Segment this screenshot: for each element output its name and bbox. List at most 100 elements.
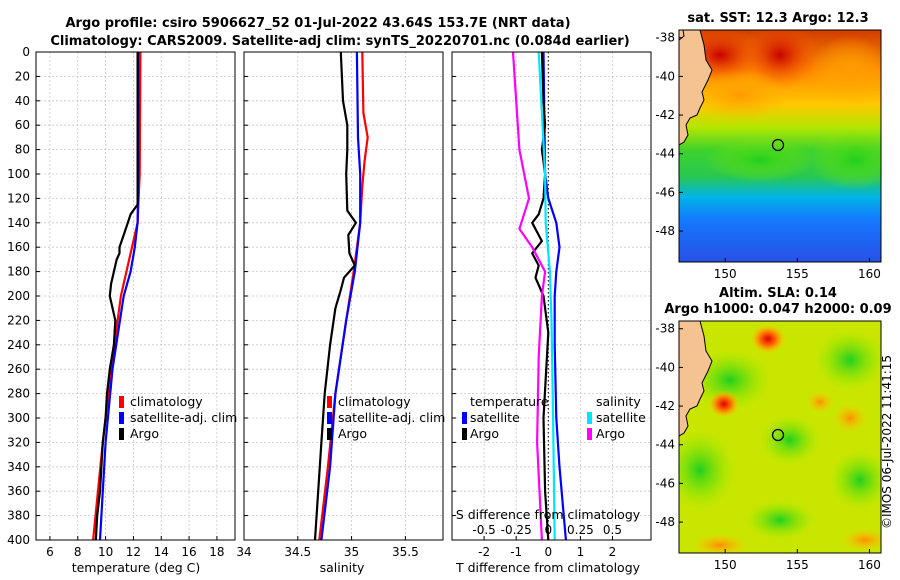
map-y-tick-label: -38: [655, 31, 675, 45]
sla-map: [679, 321, 881, 553]
x-tick-label: 10: [98, 545, 113, 559]
legend-argo: Argo: [130, 426, 159, 441]
y-tick-label: 80: [15, 143, 30, 157]
y-tick-label: 260: [7, 362, 30, 376]
temperature-panel: 0 20 40 60 80 100 120 140 160 180 200 220 240 260 280 3…: [7, 45, 237, 575]
map-x-tick-label: 160: [858, 558, 881, 572]
series-salinity-argo: [511, 52, 547, 540]
sst-map: [679, 30, 881, 262]
map-x-tick-label: 160: [858, 267, 881, 281]
map-y-tick-label: -48: [655, 224, 675, 238]
argo-location-marker: [771, 138, 785, 152]
x-tick-label: 2: [609, 545, 617, 559]
sla-map-title-2: Argo h1000: 0.047 h2000: 0.09: [664, 302, 891, 317]
title-line-1: Argo profile: csiro 5906627_52 01-Jul-20…: [65, 16, 570, 31]
legend-climatology: climatology: [130, 394, 203, 409]
sst-map-title: sat. SST: 12.3 Argo: 12.3: [687, 11, 868, 26]
x-tick-label: 0: [544, 545, 552, 559]
legend-sal-argo: Argo: [596, 426, 625, 441]
map-y-tick-label: -42: [655, 399, 675, 413]
legend-swatch-argo: [119, 428, 124, 440]
legend-swatch-satellite-adj: [119, 412, 124, 424]
legend-swatch-temp-argo: [462, 428, 467, 440]
y-tick-label: 220: [7, 313, 30, 327]
x-tick-label: 35: [344, 545, 359, 559]
legend-sal-satellite: satellite: [596, 410, 646, 425]
map-y-tick-label: -48: [655, 515, 675, 529]
legend-swatch-sal-argo: [587, 428, 592, 440]
x-tick-label: 34: [236, 545, 251, 559]
series-argo: [94, 52, 139, 540]
y-tick-label: 360: [7, 484, 30, 498]
legend-swatch-climatology: [119, 396, 124, 408]
x-tick-label: 18: [209, 545, 224, 559]
salinity-diff-ticklabels: -0.5 -0.25 0 0.25 0.5: [472, 523, 622, 537]
legend-argo: Argo: [338, 426, 367, 441]
temperature-legend: climatology satellite-adj. clim Argo: [119, 394, 237, 441]
salinity-legend: climatology satellite-adj. clim Argo: [327, 394, 445, 441]
sla-map-title-1: Altim. SLA: 0.14: [719, 286, 837, 301]
salinity-diff-tick-label: 0.5: [603, 523, 622, 537]
series-argo: [313, 52, 357, 540]
x-tick-label: 34.5: [284, 545, 311, 559]
y-tick-label: 180: [7, 265, 30, 279]
title-line-2: Climatology: CARS2009. Satellite-adj cli…: [50, 34, 629, 49]
y-tick-label: 40: [15, 94, 30, 108]
map-x-tick-label: 150: [714, 267, 737, 281]
y-tick-label: 0: [22, 45, 30, 59]
y-tick-label: 340: [7, 460, 30, 474]
x-tick-label: -1: [510, 545, 522, 559]
legend-swatch-satellite-adj: [327, 412, 332, 424]
x-tick-label: 35.5: [392, 545, 419, 559]
map-y-tick-label: -40: [655, 69, 675, 83]
difference-legend: temperature satellite Argo salinity sate…: [462, 394, 646, 441]
legend-swatch-temp-satellite: [462, 412, 467, 424]
y-tick-label: 300: [7, 411, 30, 425]
map-x-tick-label: 155: [786, 558, 809, 572]
legend-swatch-climatology: [327, 396, 332, 408]
map-y-tick-label: -42: [655, 108, 675, 122]
map-y-tick-label: -44: [655, 438, 675, 452]
legend-swatch-argo: [327, 428, 332, 440]
x-tick-label: 1: [577, 545, 585, 559]
map-x-tick-label: 150: [714, 558, 737, 572]
x-tick-label: -2: [478, 545, 490, 559]
legend-satellite-adj: satellite-adj. clim: [338, 410, 445, 425]
y-tick-label: 380: [7, 509, 30, 523]
legend-salinity-title: salinity: [596, 394, 641, 409]
t-difference-xlabel: T difference from climatology: [455, 560, 641, 575]
y-tick-label: 280: [7, 387, 30, 401]
x-tick-label: 8: [74, 545, 82, 559]
y-tick-label: 120: [7, 191, 30, 205]
legend-temp-satellite: satellite: [470, 410, 520, 425]
salinity-xlabel: salinity: [320, 560, 365, 575]
map-y-tick-label: -38: [655, 322, 675, 336]
y-tick-label: 100: [7, 167, 30, 181]
x-tick-label: 6: [46, 545, 54, 559]
legend-satellite-adj: satellite-adj. clim: [130, 410, 237, 425]
salinity-diff-tick-label: 0: [544, 523, 552, 537]
imos-timestamp: ©IMOS 06-Jul-2022 11:41:15: [880, 355, 894, 529]
map-y-tick-label: -46: [655, 476, 675, 490]
y-tick-label: 140: [7, 216, 30, 230]
map-y-tick-label: -46: [655, 185, 675, 199]
map-x-tick-label: 155: [786, 267, 809, 281]
y-tick-label: 400: [7, 533, 30, 547]
temperature-xlabel: temperature (deg C): [72, 560, 201, 575]
y-tick-label: 20: [15, 69, 30, 83]
y-tick-label: 60: [15, 118, 30, 132]
legend-temperature-title: temperature: [470, 394, 549, 409]
difference-panel: -2 -1 0 1 2 T difference from climatology S …: [451, 51, 652, 575]
salinity-diff-tick-label: -0.5: [472, 523, 495, 537]
legend-temp-argo: Argo: [470, 426, 499, 441]
map-y-tick-label: -40: [655, 360, 675, 374]
legend-swatch-sal-satellite: [587, 412, 592, 424]
y-tick-label: 200: [7, 289, 30, 303]
x-tick-label: 16: [181, 545, 196, 559]
salinity-diff-tick-label: -0.25: [501, 523, 532, 537]
map-y-tick-label: -44: [655, 147, 675, 161]
y-tick-label: 320: [7, 435, 30, 449]
y-tick-label: 240: [7, 338, 30, 352]
x-tick-label: 14: [154, 545, 169, 559]
